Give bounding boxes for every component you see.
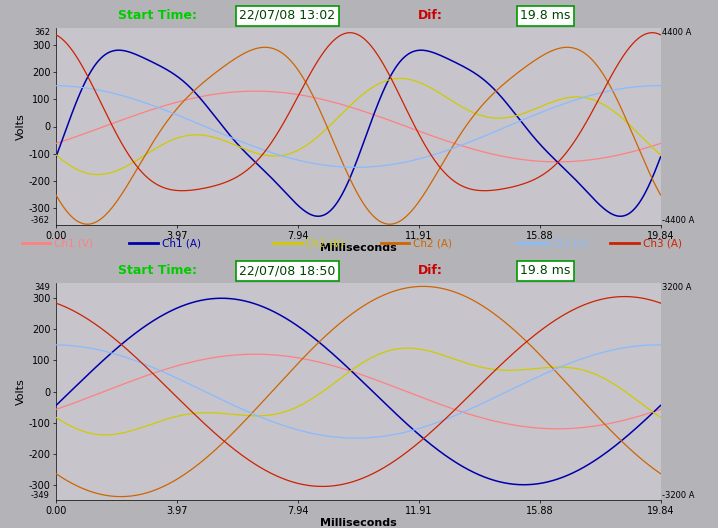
Text: Start Time:: Start Time: xyxy=(118,9,197,22)
Text: Start Time:: Start Time: xyxy=(118,264,197,277)
Text: Dif:: Dif: xyxy=(419,264,443,277)
Text: 22/07/08 18:50: 22/07/08 18:50 xyxy=(239,264,335,277)
Text: Ch3 (A): Ch3 (A) xyxy=(643,238,681,248)
Text: -349: -349 xyxy=(31,491,50,500)
Text: -3200 A: -3200 A xyxy=(662,491,694,500)
X-axis label: Milliseconds: Milliseconds xyxy=(320,518,396,528)
Text: Ch2 (A): Ch2 (A) xyxy=(413,238,452,248)
Text: 19.8 ms: 19.8 ms xyxy=(521,9,571,22)
Y-axis label: Volts: Volts xyxy=(16,113,26,140)
Text: 362: 362 xyxy=(34,28,50,37)
Text: Ch1 (A): Ch1 (A) xyxy=(162,238,200,248)
Text: 4400 A: 4400 A xyxy=(662,28,691,37)
Text: Ch3 (V): Ch3 (V) xyxy=(549,238,588,248)
Text: 19.8 ms: 19.8 ms xyxy=(521,264,571,277)
X-axis label: Milliseconds: Milliseconds xyxy=(320,243,396,253)
Text: -4400 A: -4400 A xyxy=(662,216,694,225)
Text: 22/07/08 13:02: 22/07/08 13:02 xyxy=(239,9,335,22)
Text: -362: -362 xyxy=(31,216,50,225)
Text: 3200 A: 3200 A xyxy=(662,283,691,292)
Text: Ch2 (V): Ch2 (V) xyxy=(305,238,344,248)
Text: 349: 349 xyxy=(34,283,50,292)
Text: Dif:: Dif: xyxy=(419,9,443,22)
Y-axis label: Volts: Volts xyxy=(16,378,26,405)
Text: Ch1 (V): Ch1 (V) xyxy=(54,238,93,248)
